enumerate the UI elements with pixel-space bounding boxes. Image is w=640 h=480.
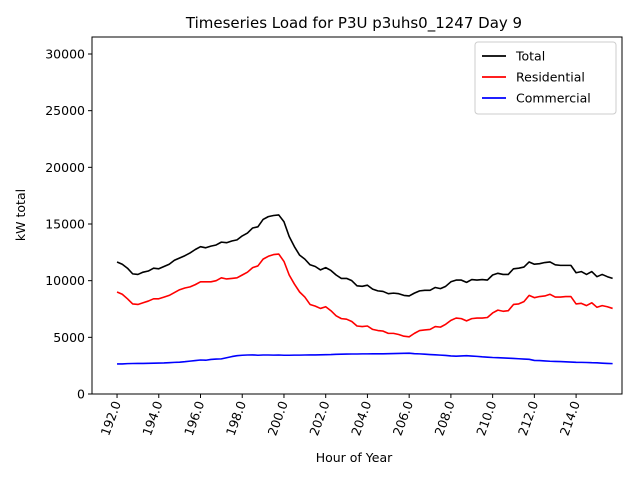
x-tick-label: 198.0 — [223, 399, 249, 438]
x-tick-label: 200.0 — [264, 399, 290, 438]
y-tick-label: 15000 — [45, 217, 85, 232]
legend-label-commercial: Commercial — [516, 91, 591, 106]
y-tick-label: 30000 — [45, 47, 85, 62]
x-tick-label: 202.0 — [306, 399, 332, 438]
x-tick-label: 208.0 — [431, 399, 457, 438]
legend-label-residential: Residential — [516, 70, 585, 85]
x-axis-label: Hour of Year — [316, 450, 393, 465]
x-tick-label: 210.0 — [473, 399, 499, 438]
x-tick-label: 214.0 — [557, 399, 583, 438]
x-tick-label: 196.0 — [181, 399, 207, 438]
series-line-total — [116, 214, 613, 297]
y-tick-label: 25000 — [45, 103, 85, 118]
plot-frame — [91, 36, 623, 395]
y-tick-label: 10000 — [45, 273, 85, 288]
y-tick-label: 0 — [77, 387, 85, 402]
x-axis-ticks: 192.0 194.0 196.0 198.0 200.0 202.0 204.0 206.0… — [98, 394, 583, 438]
legend-label-total: Total — [515, 49, 545, 64]
series-layer — [116, 214, 613, 365]
y-tick-label: 5000 — [53, 330, 85, 345]
chart-title: Timeseries Load for P3U p3uhs0_1247 Day … — [185, 14, 522, 33]
y-tick-label: 20000 — [45, 160, 85, 175]
y-axis-label: kW total — [13, 189, 28, 241]
x-tick-label: 194.0 — [139, 399, 165, 438]
series-line-commercial — [117, 352, 613, 365]
series-line-residential — [116, 253, 613, 338]
x-tick-label: 204.0 — [348, 399, 374, 438]
legend-box — [474, 41, 617, 115]
y-axis-ticks: 0 5000 10000 15000 20000 25000 30000 — [45, 47, 92, 402]
legend: Total Residential Commercial — [474, 41, 617, 115]
x-tick-label: 212.0 — [515, 399, 541, 438]
x-tick-label: 206.0 — [390, 399, 416, 438]
x-tick-label: 192.0 — [98, 399, 124, 438]
